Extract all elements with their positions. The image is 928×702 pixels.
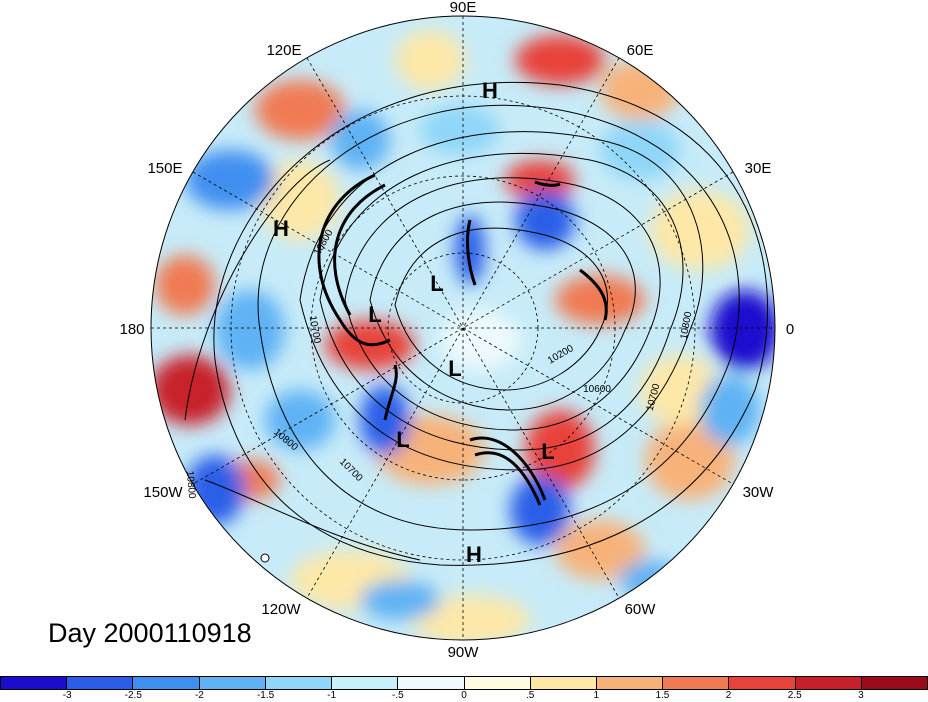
- colorbar-swatch: [265, 677, 333, 689]
- lon-label-120e: 120E: [266, 42, 301, 59]
- pressure-center-label: L: [368, 302, 381, 327]
- colorbar-tick-label: 1: [593, 690, 600, 701]
- lon-label-90w: 90W: [448, 644, 480, 661]
- colorbar-swatch: [398, 677, 465, 689]
- colorbar-swatch: [133, 677, 200, 689]
- pressure-center-label: L: [396, 427, 409, 452]
- colorbar-tick-label: -1: [327, 690, 337, 701]
- contour-value-label: 10600: [583, 384, 611, 395]
- lon-label-150e: 150E: [147, 160, 182, 177]
- colorbar-swatch: [199, 677, 266, 689]
- lon-label-60w: 60W: [625, 601, 657, 618]
- lat-lon-grid: [151, 16, 775, 640]
- colorbar-swatch: [663, 677, 730, 689]
- contour-value-label: 10800: [184, 470, 197, 499]
- lon-label-0: 0: [786, 321, 794, 338]
- lon-label-180: 180: [119, 321, 144, 338]
- pressure-center-label: H: [466, 542, 482, 567]
- jet-contours: [317, 173, 608, 506]
- lon-label-30w: 30W: [743, 484, 775, 501]
- map-border: [150, 15, 776, 641]
- colorbar-swatch: [530, 677, 597, 689]
- colorbar-tick-label: -.5: [392, 690, 404, 701]
- pressure-center-label: H: [482, 78, 498, 103]
- colorbar-tick-labels: -3 -2.5 -2 -1.5 -1 -.5 0 .5 1 1.5 2 2.5 3: [0, 690, 928, 702]
- colorbar-tick-label: -3: [62, 690, 72, 701]
- date-title: Day 2000110918: [48, 618, 252, 648]
- lon-label-30e: 30E: [745, 160, 772, 177]
- contour-value-label: 10800: [679, 310, 695, 340]
- colorbar-tick-label: 2.5: [787, 690, 802, 701]
- colorbar-swatch: [861, 677, 928, 689]
- lon-label-120w: 120W: [261, 601, 301, 618]
- colorbar-swatch: [795, 677, 862, 689]
- small-marker-circle: [260, 553, 270, 563]
- colorbar-tick-label: -1.5: [256, 690, 275, 701]
- lon-label-150w: 150W: [143, 484, 183, 501]
- pressure-center-label: L: [430, 271, 443, 296]
- colorbar-swatch: [1, 677, 68, 689]
- height-contours: [184, 81, 769, 566]
- colorbar-swatch: [596, 677, 664, 689]
- colorbar-tick-label: 2: [725, 690, 732, 701]
- colorbar-swatch: [464, 677, 531, 689]
- colorbar-swatch: [67, 677, 134, 689]
- lon-label-90e: 90E: [450, 0, 477, 16]
- colorbar-tick-label: 1.5: [655, 690, 670, 701]
- colorbar-tick-label: 3: [858, 690, 864, 701]
- pressure-center-label: H: [273, 216, 289, 241]
- colorbar-swatch: [729, 677, 796, 689]
- colorbar: [0, 676, 928, 690]
- pressure-center-label: L: [541, 439, 554, 464]
- pressure-center-label: L: [448, 356, 461, 381]
- colorbar-tick-label: .5: [525, 690, 535, 701]
- colorbar-tick-label: -2.5: [124, 690, 142, 701]
- colorbar-swatch: [332, 677, 399, 689]
- polar-stereographic-map: 90E 60E 30E 0 30W 60W 90W 120W 150W 180 …: [119, 0, 794, 661]
- colorbar-tick-label: -2: [194, 690, 204, 701]
- colorbar-tick-label: 0: [461, 690, 467, 701]
- contour-value-label: 10700: [307, 315, 323, 345]
- lon-label-60e: 60E: [627, 42, 654, 59]
